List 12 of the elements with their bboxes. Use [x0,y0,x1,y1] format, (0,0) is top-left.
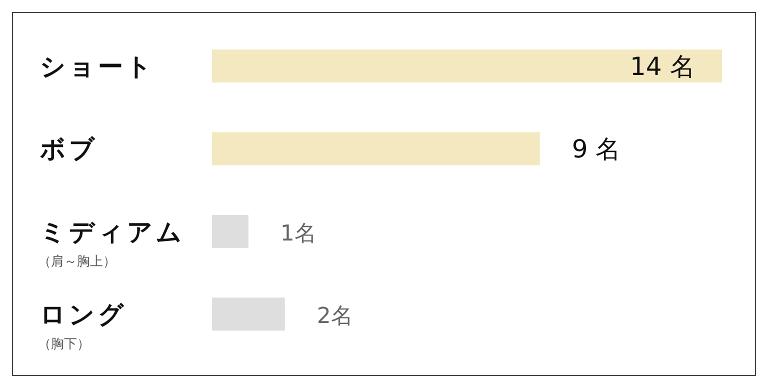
bar [212,298,285,331]
y-tick-label: ロング（胸下） [38,300,127,352]
y-tick-label: ボブ [39,134,98,164]
bar [212,50,722,82]
y-tick-label: ミディアム（肩～胸上） [38,217,185,270]
data-label: 14 名 [630,52,695,81]
data-label: 9 名 [572,134,621,164]
data-label: 2名 [316,304,353,330]
data-label: 1名 [280,221,316,246]
y-tick-label: ショート [40,52,155,81]
bar [212,214,248,248]
bar [212,132,540,166]
